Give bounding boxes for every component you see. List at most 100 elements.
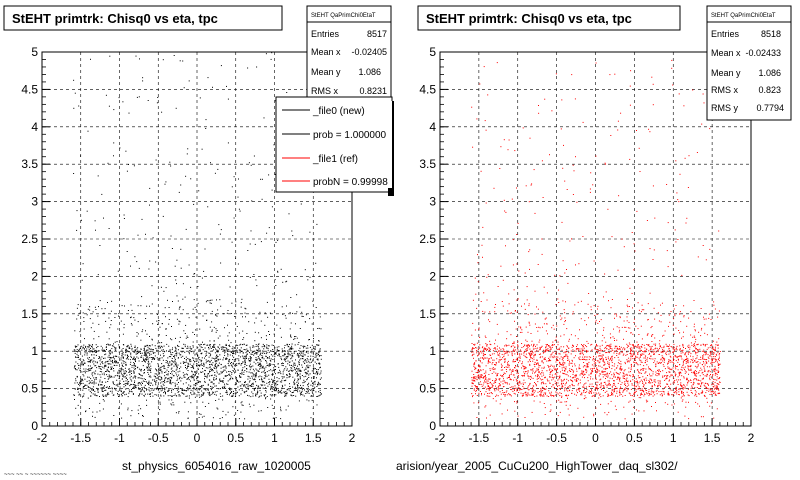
scatter-point [186,359,187,361]
scatter-point [184,364,186,366]
scatter-point [642,380,643,382]
scatter-point [115,355,117,357]
scatter-point [138,368,140,370]
scatter-point [570,379,572,381]
scatter-point [585,369,587,371]
scatter-point [482,346,484,348]
scatter-point [306,365,307,367]
scatter-point [718,371,720,373]
y-tick-label: 1.5 [21,307,38,321]
scatter-point [120,393,122,395]
scatter-point [201,148,203,150]
scatter-point [244,381,246,383]
scatter-point [504,394,506,396]
scatter-point [83,375,85,377]
scatter-point [318,383,320,385]
scatter-point [266,382,268,384]
scatter-point [157,363,159,365]
scatter-point [657,384,659,386]
scatter-point [168,350,170,352]
scatter-point [641,361,643,363]
scatter-point [305,347,307,349]
scatter-point [123,391,125,393]
scatter-point [546,350,548,352]
scatter-point [170,383,172,385]
scatter-point [301,392,302,394]
scatter-point [297,353,299,354]
y-tick-label: 2 [31,269,38,283]
scatter-point [521,353,523,355]
scatter-point [317,371,319,373]
scatter-point [262,357,263,359]
scatter-point [619,390,621,392]
scatter-point [168,371,170,373]
scatter-point [148,268,150,270]
scatter-point [539,339,541,341]
scatter-point [174,265,176,267]
scatter-point [714,308,716,310]
scatter-point [198,380,200,382]
scatter-point [637,381,638,383]
scatter-point [102,347,103,349]
scatter-point [102,396,104,397]
scatter-point [555,352,557,354]
scatter-point [151,285,153,287]
scatter-point [200,372,202,373]
scatter-point [680,355,682,357]
scatter-point [244,307,246,309]
scatter-point [231,372,233,373]
scatter-point [190,360,192,362]
scatter-point [672,324,674,326]
scatter-point [109,353,111,355]
scatter-point [282,362,283,364]
scatter-point [162,353,164,355]
scatter-point [272,408,274,409]
scatter-point [147,352,149,354]
scatter-point [213,379,215,381]
scatter-point [238,389,240,391]
scatter-point [113,155,114,157]
scatter-point [611,390,613,392]
scatter-point [582,350,584,351]
scatter-point [648,380,650,382]
scatter-point [211,368,212,370]
scatter-point [607,351,609,353]
scatter-point [672,351,674,353]
scatter-point [74,365,76,367]
scatter-point [77,387,79,389]
scatter-point [86,314,88,316]
scatter-point [660,362,662,364]
scatter-point [230,378,232,380]
scatter-point [301,366,303,368]
scatter-point [232,362,234,364]
scatter-point [668,394,670,396]
scatter-point [504,361,506,363]
scatter-point [175,412,177,414]
scatter-point [164,368,166,370]
scatter-point [238,178,239,180]
scatter-point [244,349,246,351]
scatter-point [494,306,496,308]
scatter-point [130,390,132,392]
scatter-point [120,371,122,373]
scatter-point [93,330,95,332]
scatter-point [122,360,124,362]
scatter-point [704,375,706,377]
scatter-point [143,347,145,349]
scatter-point [135,361,136,362]
scatter-point [145,354,147,356]
scatter-point [205,389,207,391]
scatter-point [531,369,533,371]
scatter-point [229,394,230,396]
scatter-point [678,394,680,395]
scatter-point [154,373,156,375]
scatter-point [252,383,254,384]
scatter-point [92,361,94,363]
scatter-point [215,368,217,370]
scatter-point [307,391,309,393]
scatter-point [137,350,139,352]
scatter-point [314,361,316,363]
scatter-point [552,378,554,380]
scatter-point [273,387,275,389]
scatter-point [302,361,304,363]
